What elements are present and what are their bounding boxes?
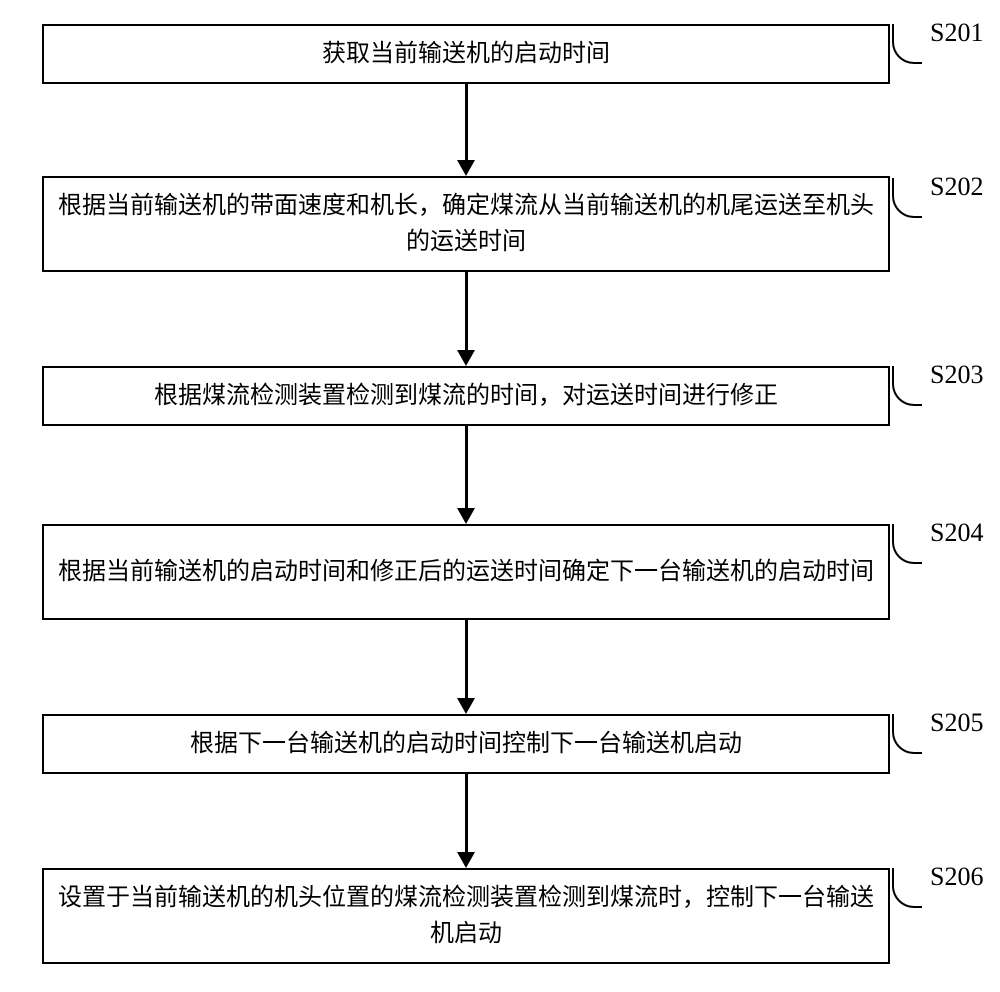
node-s204: 根据当前输送机的启动时间和修正后的运送时间确定下一台输送机的启动时间 [42, 524, 890, 620]
arrowhead-icon [457, 698, 475, 714]
arrowhead-icon [457, 160, 475, 176]
hook-s206 [892, 868, 922, 908]
edge-s204-s205 [465, 620, 468, 699]
hook-s202 [892, 178, 922, 218]
edge-s202-s203 [465, 272, 468, 351]
node-text: 获取当前输送机的启动时间 [322, 36, 610, 72]
arrowhead-icon [457, 350, 475, 366]
node-s206: 设置于当前输送机的机头位置的煤流检测装置检测到煤流时，控制下一台输送机启动 [42, 868, 890, 964]
label-s204: S204 [930, 518, 983, 548]
edge-s201-s202 [465, 84, 468, 161]
edge-s205-s206 [465, 774, 468, 853]
hook-s201 [892, 24, 922, 64]
edge-s203-s204 [465, 426, 468, 509]
node-s205: 根据下一台输送机的启动时间控制下一台输送机启动 [42, 714, 890, 774]
label-s205: S205 [930, 708, 983, 738]
node-s201: 获取当前输送机的启动时间 [42, 24, 890, 84]
node-text: 根据当前输送机的启动时间和修正后的运送时间确定下一台输送机的启动时间 [58, 554, 874, 590]
node-text: 根据下一台输送机的启动时间控制下一台输送机启动 [190, 726, 742, 762]
node-text: 根据煤流检测装置检测到煤流的时间，对运送时间进行修正 [154, 378, 778, 414]
label-s206: S206 [930, 862, 983, 892]
node-text: 根据当前输送机的带面速度和机长，确定煤流从当前输送机的机尾运送至机头的运送时间 [54, 188, 878, 260]
flowchart-canvas: 获取当前输送机的启动时间 根据当前输送机的带面速度和机长，确定煤流从当前输送机的… [0, 0, 1000, 992]
node-s203: 根据煤流检测装置检测到煤流的时间，对运送时间进行修正 [42, 366, 890, 426]
hook-s204 [892, 524, 922, 564]
node-text: 设置于当前输送机的机头位置的煤流检测装置检测到煤流时，控制下一台输送机启动 [54, 880, 878, 952]
hook-s205 [892, 714, 922, 754]
node-s202: 根据当前输送机的带面速度和机长，确定煤流从当前输送机的机尾运送至机头的运送时间 [42, 176, 890, 272]
label-s203: S203 [930, 360, 983, 390]
label-s202: S202 [930, 172, 983, 202]
label-s201: S201 [930, 18, 983, 48]
arrowhead-icon [457, 852, 475, 868]
arrowhead-icon [457, 508, 475, 524]
hook-s203 [892, 366, 922, 406]
